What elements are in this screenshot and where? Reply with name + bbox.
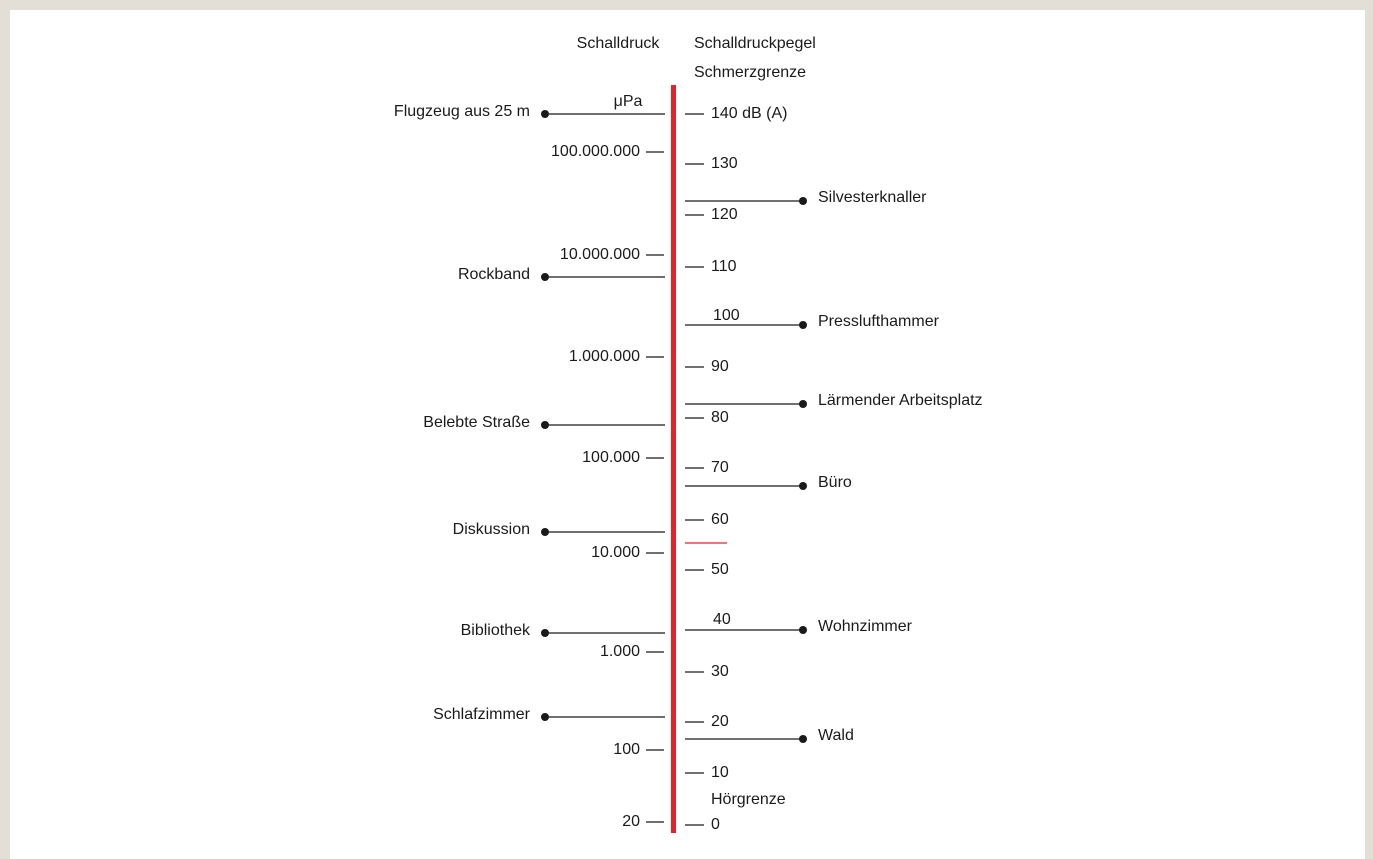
source-dot [541, 421, 549, 429]
level-label: 0 [711, 816, 720, 833]
level-label: 70 [711, 459, 729, 476]
level-label: 20 [711, 713, 729, 730]
pressure-label: 100.000 [582, 449, 640, 466]
pressure-label: 100.000.000 [551, 143, 640, 160]
pressure-unit: μPa [614, 93, 643, 110]
source-left: Diskussion [453, 521, 530, 538]
header-level: Schalldruckpegel [694, 35, 816, 52]
hearing-threshold: Hörgrenze [711, 791, 786, 808]
source-left: Schlafzimmer [433, 706, 531, 723]
level-label: 30 [711, 663, 729, 680]
source-left: Flugzeug aus 25 m [394, 103, 530, 120]
source-right: Lärmender Arbeitsplatz [818, 392, 983, 409]
level-label: 90 [711, 358, 729, 375]
source-dot [541, 629, 549, 637]
level-label: 100 [713, 307, 740, 324]
pressure-label: 1.000.000 [569, 348, 640, 365]
source-dot [541, 110, 549, 118]
level-label: 110 [711, 258, 737, 275]
source-left: Rockband [458, 266, 530, 283]
source-dot [799, 400, 807, 408]
source-right: Silvesterknaller [818, 189, 927, 206]
level-label: 130 [711, 155, 738, 172]
source-dot [799, 197, 807, 205]
level-label: 10 [711, 764, 729, 781]
level-label: 140 dB (A) [711, 105, 787, 122]
source-dot [799, 321, 807, 329]
level-label: 120 [711, 206, 738, 223]
source-dot [541, 528, 549, 536]
source-right: Wohnzimmer [818, 618, 913, 635]
header-pressure: Schalldruck [577, 35, 661, 52]
pressure-label: 10.000 [591, 544, 640, 561]
source-right: Wald [818, 727, 854, 744]
source-dot [799, 626, 807, 634]
panel [10, 10, 1365, 859]
header-pain: Schmerzgrenze [694, 64, 806, 81]
pressure-label: 20 [622, 813, 640, 830]
pressure-label: 100 [613, 741, 640, 758]
source-dot [799, 735, 807, 743]
level-label: 50 [711, 561, 729, 578]
source-right: Büro [818, 474, 852, 491]
pressure-label: 1.000 [600, 643, 640, 660]
source-dot [799, 482, 807, 490]
source-dot [541, 273, 549, 281]
level-label: 80 [711, 409, 729, 426]
pressure-label: 10.000.000 [560, 246, 640, 263]
source-left: Belebte Straße [423, 414, 530, 431]
scale-bar [671, 85, 676, 833]
source-left: Bibliothek [461, 622, 531, 639]
level-label: 60 [711, 511, 729, 528]
source-dot [541, 713, 549, 721]
source-right: Presslufthammer [818, 313, 940, 330]
level-label: 40 [713, 611, 731, 628]
